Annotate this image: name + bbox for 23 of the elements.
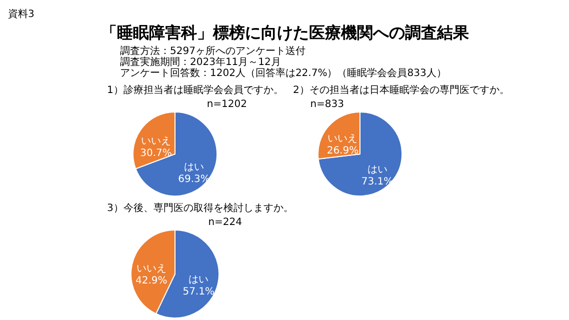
slice-label: いいえ <box>136 264 166 275</box>
slice-label: はい <box>367 164 388 176</box>
chart-title: 1）診療担当者は睡眠学会会員ですか。 <box>107 84 284 96</box>
slice-label: はい <box>184 162 204 174</box>
data-label: 26.9% <box>326 146 359 157</box>
pie-slice <box>135 112 218 196</box>
slice-label: いいえ <box>141 136 172 147</box>
chart-title: 2）その担当者は日本睡眠学会の専門医ですか。 <box>293 84 510 96</box>
text: n=1202 <box>206 99 247 110</box>
pie-slice <box>318 112 402 196</box>
slice-label: いいえ <box>328 134 358 145</box>
text: 資料3 <box>8 8 34 20</box>
data-label: 57.1% <box>182 286 214 298</box>
data-label: 42.9% <box>136 276 168 287</box>
text: 調査方法：5297ヶ所へのアンケート送付 <box>120 45 306 57</box>
slice-label: はい <box>188 274 209 286</box>
chart-title: 3）今後、専門医の取得を検討しますか。 <box>107 202 294 214</box>
text: 「睡眠障害科」標榜に向けた医療機関への調査結果 <box>101 23 470 42</box>
text: n=224 <box>208 217 242 228</box>
data-label: 30.7% <box>140 148 172 159</box>
text: 調査実施期間：2023年11月～12月 <box>120 56 281 68</box>
text: n=833 <box>310 99 344 110</box>
text: アンケート回答数：1202人（回答率は22.7%）（睡眠学会会員833人） <box>120 67 446 79</box>
